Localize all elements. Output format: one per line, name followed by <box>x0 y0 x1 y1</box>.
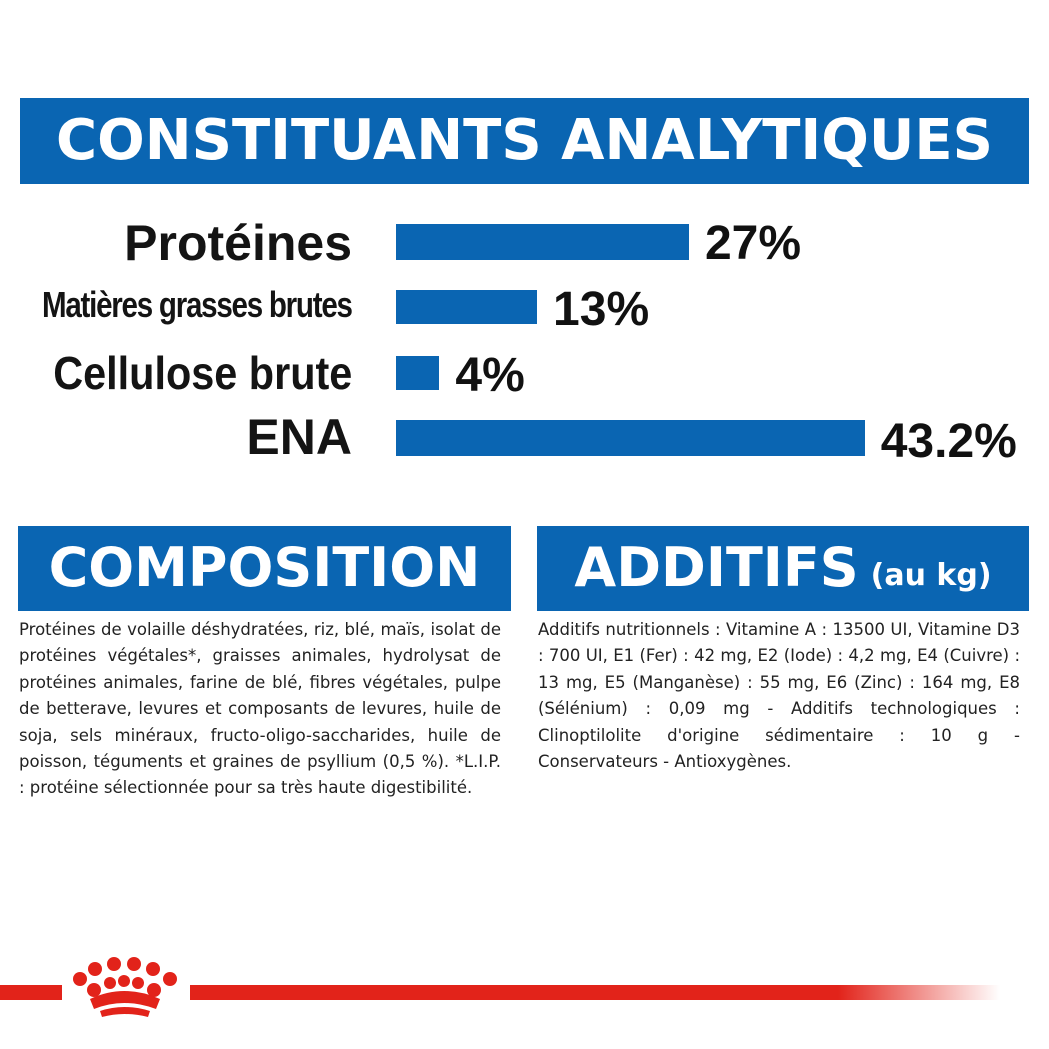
footer-red-line <box>0 985 1000 1000</box>
bar-proteines <box>396 224 689 260</box>
additives-subtitle: (au kg) <box>870 558 992 593</box>
additives-banner: ADDITIFS (au kg) <box>537 526 1029 611</box>
analytical-title: CONSTITUANTS ANALYTIQUES <box>56 107 993 173</box>
crown-icon <box>73 957 177 1017</box>
row-label-proteines: Protéines <box>124 215 352 271</box>
value-proteines: 27% <box>704 217 802 270</box>
value-ena: 43.2% <box>880 415 1017 468</box>
bar-cellulose <box>396 356 440 390</box>
value-cellulose: 4% <box>455 349 525 402</box>
analytical-banner: CONSTITUANTS ANALYTIQUES <box>20 98 1029 184</box>
additives-text: Additifs nutritionnels : Vitamine A : 13… <box>538 620 1020 772</box>
bar-ena <box>396 420 865 456</box>
value-matieres-grasses: 13% <box>553 283 650 336</box>
bar-matieres-grasses <box>396 290 538 324</box>
additives-title: ADDITIFS <box>574 536 859 599</box>
composition-title: COMPOSITION <box>48 536 481 599</box>
row-label-ena: ENA <box>246 409 352 465</box>
composition-text: Protéines de volaille déshydratées, riz,… <box>19 620 501 798</box>
composition-banner: COMPOSITION <box>18 526 511 611</box>
row-label-cellulose: Cellulose brute <box>52 347 352 399</box>
row-label-matieres-grasses: Matières grasses brutes <box>42 284 353 325</box>
